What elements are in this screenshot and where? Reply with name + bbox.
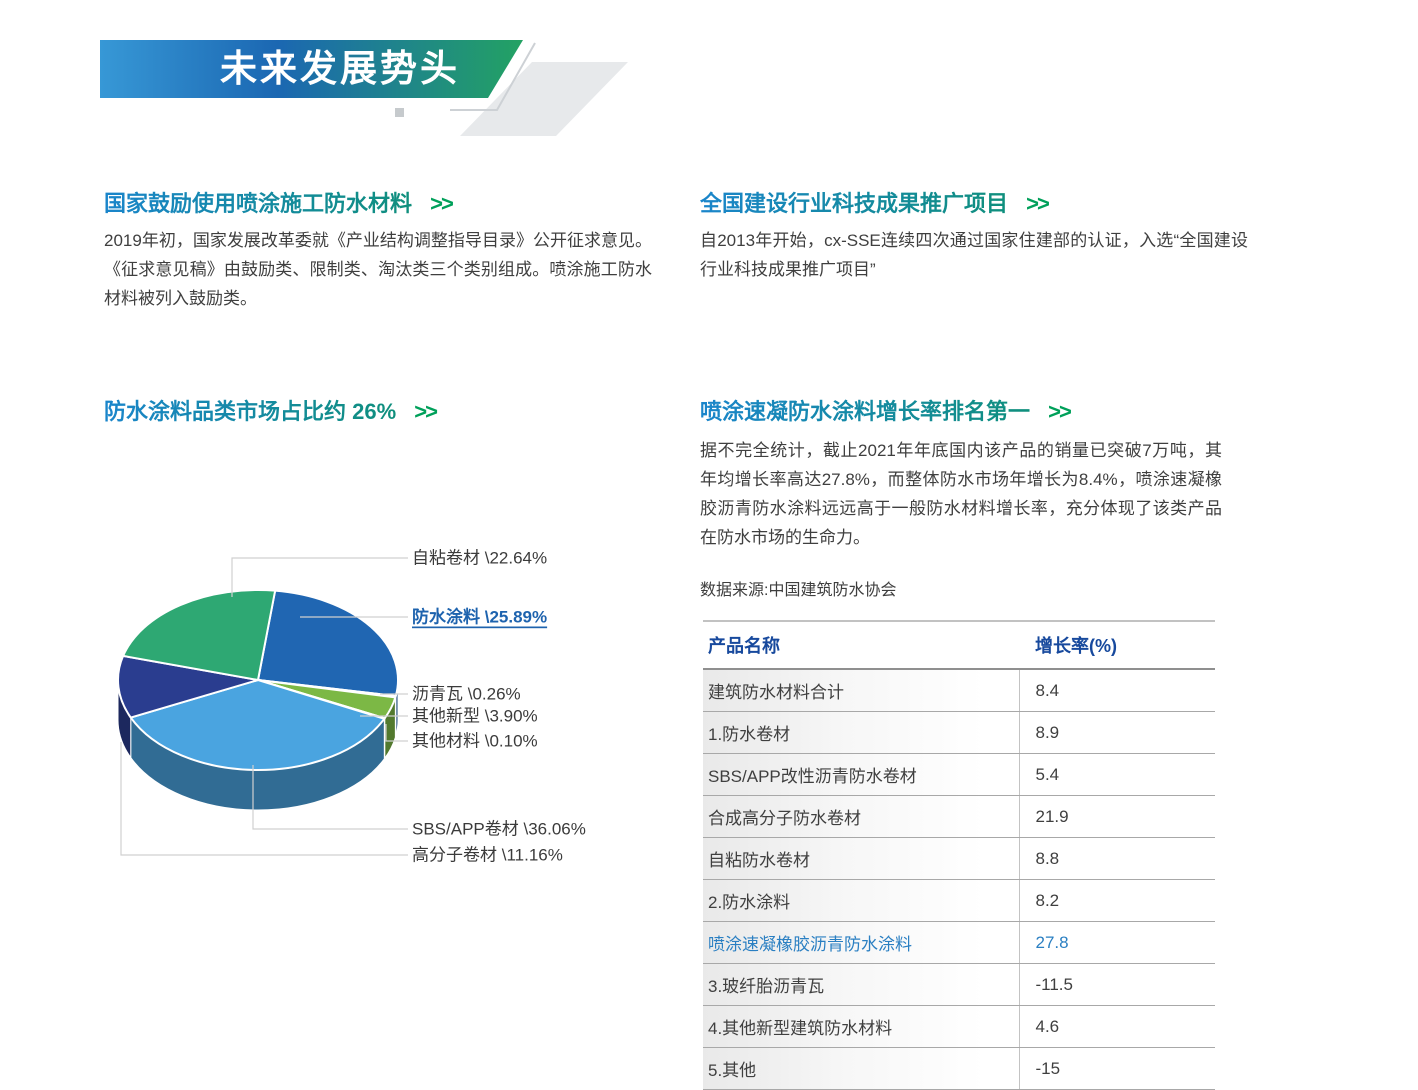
data-source: 数据来源:中国建筑防水协会 bbox=[700, 576, 896, 600]
growth-rate-cell: 8.4 bbox=[1019, 669, 1215, 712]
pie-label: 其他材料 \0.10% bbox=[412, 732, 538, 751]
product-name-cell: 自粘防水卷材 bbox=[703, 838, 1019, 880]
pie-label: 防水涂料 \25.89% bbox=[412, 607, 547, 627]
product-name-cell: 建筑防水材料合计 bbox=[703, 669, 1019, 712]
growth-rate-cell: 27.8 bbox=[1019, 922, 1215, 964]
product-name-cell: 2.防水涂料 bbox=[703, 880, 1019, 922]
growth-rate-cell: 8.2 bbox=[1019, 880, 1215, 922]
pie-label: 高分子卷材 \11.16% bbox=[412, 846, 563, 865]
promotion-paragraph: 自2013年开始，cx-SSE连续四次通过国家住建部的认证，入选“全国建设行业科… bbox=[700, 226, 1248, 284]
product-name-cell: 喷涂速凝橡胶沥青防水涂料 bbox=[703, 922, 1019, 964]
double-arrow-icon: >> bbox=[1026, 191, 1048, 216]
column-header-growth-rate: 增长率(%) bbox=[1019, 621, 1215, 669]
pie-label: 其他新型 \3.90% bbox=[412, 707, 538, 726]
growth-rate-cell: 21.9 bbox=[1019, 796, 1215, 838]
section-title-text: 国家鼓励使用喷涂施工防水材料 bbox=[104, 191, 412, 216]
table-header-row: 产品名称 增长率(%) bbox=[703, 621, 1215, 669]
column-header-product: 产品名称 bbox=[703, 621, 1019, 669]
growth-paragraph: 据不完全统计，截止2021年年底国内该产品的销量已突破7万吨，其年均增长率高达2… bbox=[700, 436, 1222, 552]
growth-rate-cell: -15 bbox=[1019, 1048, 1215, 1090]
pie-label: SBS/APP卷材 \36.06% bbox=[412, 820, 586, 839]
pie-slice bbox=[258, 591, 398, 696]
table-row: 3.玻纤胎沥青瓦-11.5 bbox=[703, 964, 1215, 1006]
section-title-text: 防水涂料品类市场占比约 26% bbox=[104, 399, 396, 424]
section-title-text: 喷涂速凝防水涂料增长率排名第一 bbox=[700, 399, 1030, 424]
small-square-accent bbox=[395, 108, 404, 117]
double-arrow-icon: >> bbox=[430, 191, 452, 216]
section-title-market-share[interactable]: 防水涂料品类市场占比约 26% >> bbox=[104, 394, 436, 426]
section-title-growth-ranking[interactable]: 喷涂速凝防水涂料增长率排名第一 >> bbox=[700, 394, 1070, 426]
section-banner: 未来发展势头 bbox=[100, 40, 523, 98]
product-name-cell: SBS/APP改性沥青防水卷材 bbox=[703, 754, 1019, 796]
growth-rate-cell: 5.4 bbox=[1019, 754, 1215, 796]
section-title-national-policy[interactable]: 国家鼓励使用喷涂施工防水材料 >> bbox=[104, 186, 452, 218]
product-name-cell: 3.玻纤胎沥青瓦 bbox=[703, 964, 1019, 1006]
growth-rate-cell: -11.5 bbox=[1019, 964, 1215, 1006]
product-name-cell: 合成高分子防水卷材 bbox=[703, 796, 1019, 838]
pie-label: 沥青瓦 \0.26% bbox=[412, 685, 521, 704]
product-name-cell: 5.其他 bbox=[703, 1048, 1019, 1090]
product-name-cell: 1.防水卷材 bbox=[703, 712, 1019, 754]
section-title-text: 全国建设行业科技成果推广项目 bbox=[700, 191, 1008, 216]
policy-paragraph: 2019年初，国家发展改革委就《产业结构调整指导目录》公开征求意见。《征求意见稿… bbox=[104, 226, 652, 313]
pie-label: 自粘卷材 \22.64% bbox=[412, 549, 547, 568]
section-title-promotion-project[interactable]: 全国建设行业科技成果推广项目 >> bbox=[700, 186, 1048, 218]
double-arrow-icon: >> bbox=[1048, 399, 1070, 424]
product-name-cell: 4.其他新型建筑防水材料 bbox=[703, 1006, 1019, 1048]
growth-rate-cell: 4.6 bbox=[1019, 1006, 1215, 1048]
market-share-pie-chart: 防水涂料 \25.89% 沥青瓦 \0.26% 其他新型 \3.90% 其他材料 \0… bbox=[100, 535, 660, 895]
growth-rate-cell: 8.9 bbox=[1019, 712, 1215, 754]
table-row: 5.其他-15 bbox=[703, 1048, 1215, 1090]
banner-title: 未来发展势头 bbox=[100, 40, 523, 98]
double-arrow-icon: >> bbox=[414, 399, 436, 424]
growth-rate-cell: 8.8 bbox=[1019, 838, 1215, 880]
